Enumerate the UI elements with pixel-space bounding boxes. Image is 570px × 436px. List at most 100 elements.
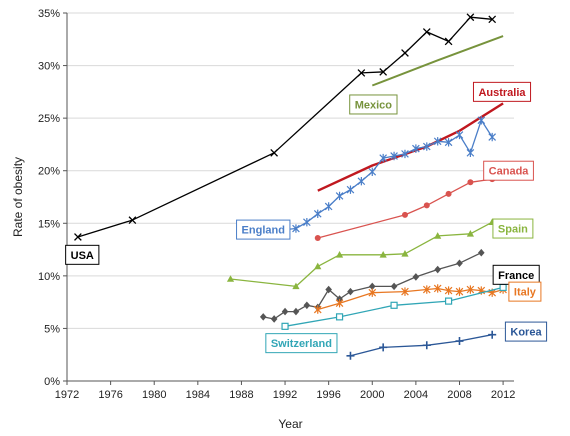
series-canada: [314, 176, 496, 242]
series-label-text: Switzerland: [271, 338, 332, 350]
series-label-text: England: [242, 225, 285, 237]
series-label-spain: Spain: [492, 218, 534, 239]
england-point: [346, 185, 355, 194]
england-point: [477, 116, 486, 125]
england-point: [401, 149, 409, 159]
korea-point: [488, 330, 497, 339]
series-korea: [346, 330, 497, 360]
england-point: [313, 209, 322, 219]
gridlines: [67, 12, 514, 329]
canada-point: [423, 202, 430, 209]
switzerland-point: [499, 283, 507, 292]
series-label-italy: Italy: [508, 281, 542, 302]
usa-point: [488, 15, 497, 24]
canada-point: [314, 235, 321, 242]
korea-point: [346, 351, 355, 360]
series-italy: [313, 284, 507, 314]
series-labels: USA Mexico Australia England Canada Spain Fran…: [65, 81, 548, 354]
y-tick-label: 5%: [44, 323, 60, 335]
canada-point: [401, 211, 408, 218]
france-point: [390, 282, 398, 291]
france-point: [270, 315, 278, 323]
y-tick-labels: 0% 5% 10% 15% 20% 25% 30% 35%: [38, 8, 60, 388]
england-point: [303, 218, 311, 227]
italy-point: [455, 287, 464, 296]
series-line-usa: [77, 16, 493, 238]
series-label-text: Korea: [510, 327, 542, 339]
series-label-mexico: Mexico: [349, 94, 398, 115]
series-australia: [317, 102, 504, 192]
usa-point: [270, 148, 279, 157]
series-mexico: [371, 35, 504, 87]
usa-point: [357, 69, 366, 77]
england-point: [292, 224, 300, 233]
spain-point: [314, 262, 322, 270]
x-tick-label: 2012: [491, 389, 515, 401]
france-point: [477, 248, 485, 257]
x-tick-label: 1996: [316, 389, 340, 401]
italy-point: [401, 287, 409, 296]
france-point: [368, 282, 376, 291]
france-point: [456, 259, 463, 268]
series-usa: [74, 13, 497, 241]
france-point: [292, 307, 300, 316]
series-label-text: Italy: [514, 287, 537, 299]
y-tick-label: 20%: [38, 166, 60, 178]
series-label-box: [65, 244, 100, 265]
series-spain: [226, 218, 496, 290]
england-point: [466, 148, 475, 158]
x-tick-label: 1984: [186, 389, 210, 401]
england-point: [368, 167, 377, 176]
usa-point: [401, 49, 409, 57]
england-point: [357, 177, 366, 186]
y-tick-label: 30%: [38, 61, 60, 73]
y-tick-label: 35%: [38, 8, 60, 20]
x-tick-label: 2004: [404, 389, 428, 401]
series-label-box: [236, 219, 291, 240]
series-label-text: France: [498, 270, 534, 282]
spain-point: [335, 251, 344, 258]
x-tick-label: 1972: [55, 389, 79, 401]
series-label-box: [265, 333, 338, 354]
italy-point: [466, 285, 475, 294]
italy-point: [313, 305, 322, 314]
switzerland-point: [444, 297, 453, 305]
france-point: [281, 307, 289, 316]
series-label-text: Spain: [498, 224, 528, 236]
series-line-canada: [317, 178, 493, 239]
series-label-box: [349, 94, 398, 115]
england-point: [433, 137, 442, 146]
series-label-australia: Australia: [472, 81, 532, 102]
usa-point: [444, 37, 453, 46]
spain-point: [434, 232, 442, 239]
spain-point: [401, 249, 409, 257]
korea-point: [379, 343, 388, 352]
spain-point: [379, 251, 387, 258]
x-tick-label: 1976: [98, 389, 122, 401]
canada-point: [467, 179, 474, 186]
series-label-usa: USA: [65, 244, 100, 265]
england-point: [335, 191, 344, 201]
y-axis-title: Rate of obesity: [11, 157, 25, 237]
x-axis-title: Year: [278, 417, 302, 431]
y-tick-label: 10%: [38, 271, 60, 283]
france-point: [325, 285, 332, 294]
korea-point: [422, 341, 431, 350]
usa-point: [422, 28, 431, 36]
x-tick-label: 1992: [273, 389, 297, 401]
series-lines: [74, 13, 507, 360]
switzerland-point: [390, 301, 398, 309]
italy-point: [444, 286, 453, 295]
x-tick-labels: 1972 1976 1980 1984 1988 1992 1996 2000 2004 2008…: [55, 389, 516, 401]
france-point: [303, 301, 311, 310]
usa-point: [74, 233, 82, 241]
series-label-text: Mexico: [355, 99, 393, 111]
y-tick-label: 25%: [38, 113, 60, 125]
spain-point: [292, 282, 300, 290]
series-label-england: England: [236, 219, 291, 240]
england-point: [379, 153, 387, 163]
series-label-box: [472, 81, 532, 102]
x-tick-label: 2008: [447, 389, 471, 401]
series-label-france: France: [492, 264, 540, 285]
spain-point: [466, 230, 474, 237]
